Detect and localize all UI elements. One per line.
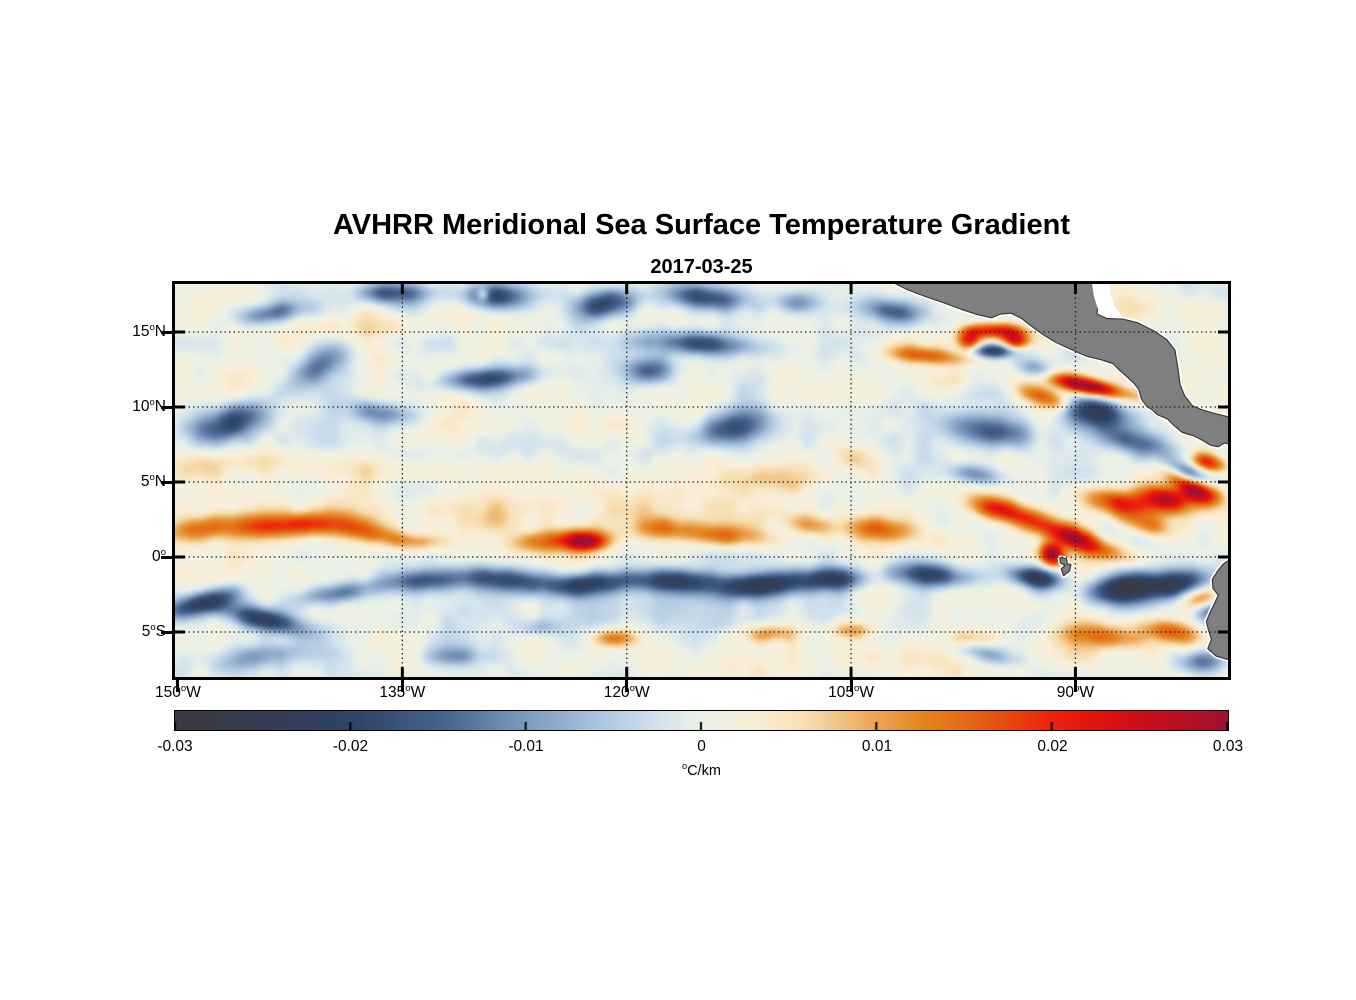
degree-sup: o (149, 471, 155, 483)
no-data-region (1092, 284, 1123, 317)
lat-tick-label: 5oS (88, 622, 166, 642)
lon-tick-deg: 90 (1056, 684, 1075, 701)
degree-sup: o (405, 682, 411, 694)
colorbar-tick-label: 0.03 (1212, 738, 1244, 755)
colorbar-tick-label: -0.01 (508, 738, 544, 755)
degree-sup: o (682, 761, 688, 772)
colorbar-unit-label: oC/km (175, 762, 1228, 780)
lat-tick-deg: 0 (152, 548, 161, 565)
lat-tick-label: 0o (88, 547, 166, 567)
colorbar-tick-label: -0.02 (332, 738, 369, 755)
lat-tick-deg: 10 (132, 398, 150, 415)
axis-tick (1218, 405, 1228, 409)
lon-tick-dir: W (410, 684, 426, 701)
lon-outer-tick (1073, 680, 1077, 692)
lon-outer-tick (849, 680, 853, 692)
lon-tick-deg: 120 (603, 684, 630, 701)
axis-tick (849, 667, 853, 677)
south_america-landmass (1205, 559, 1228, 661)
galapagos-landmass (1059, 557, 1072, 577)
lon-tick-deg: 150 (155, 684, 181, 701)
lon-outer-tick (400, 680, 404, 692)
colorbar-tick-label: 0.01 (861, 738, 893, 755)
colorbar (174, 710, 1229, 731)
lon-outer-tick (625, 680, 629, 692)
lon-tick-deg: 135 (379, 684, 406, 701)
lon-tick-label: 135oW (357, 683, 447, 703)
degree-sup: o (149, 396, 155, 408)
lon-tick-dir: W (1079, 684, 1095, 701)
lat-tick-deg: 15 (132, 323, 150, 340)
degree-sup: o (854, 682, 860, 694)
axis-tick (1218, 330, 1228, 334)
lat-tick-dir: N (155, 323, 166, 340)
lon-tick-label: 120oW (582, 683, 672, 703)
lat-tick-dir: N (155, 398, 166, 415)
colorbar-gradient-canvas (175, 711, 1228, 730)
sst-gradient-field-canvas (175, 284, 1228, 677)
axis-tick (175, 630, 185, 634)
degree-sup: o (149, 321, 155, 333)
lat-outer-tick (161, 630, 175, 634)
lon-tick-deg: 105 (828, 684, 854, 701)
lon-tick-label: 105oW (806, 683, 896, 703)
axis-tick (1218, 480, 1228, 484)
lat-outer-tick (161, 555, 175, 559)
map-frame (172, 281, 1231, 680)
lat-outer-tick (161, 480, 175, 484)
degree-sup: o (180, 682, 187, 694)
axis-tick (1073, 284, 1077, 294)
axis-tick (1073, 667, 1077, 677)
lat-outer-tick (161, 330, 175, 334)
lat-tick-label: 15oN (88, 322, 166, 342)
axis-tick (625, 667, 629, 677)
lat-tick-dir: S (156, 623, 166, 640)
axis-tick (1218, 630, 1228, 634)
lon-tick-label: 150oW (133, 683, 223, 703)
colorbar-tick-label: -0.03 (157, 738, 193, 755)
figure-title: AVHRR Meridional Sea Surface Temperature… (332, 209, 1070, 241)
lat-tick-dir: N (155, 473, 166, 490)
lon-tick-dir: W (186, 684, 201, 701)
colorbar-unit-text: C/km (687, 763, 721, 779)
lat-outer-tick (161, 405, 175, 409)
axis-tick (849, 284, 853, 294)
map-overlay (175, 284, 1228, 677)
colorbar-tick-label: 0.02 (1037, 738, 1068, 755)
lon-tick-dir: W (634, 684, 650, 701)
axis-tick (1218, 555, 1228, 559)
degree-sup: o (629, 682, 635, 694)
axis-tick (625, 284, 629, 294)
figure-subtitle: 2017-03-25 (650, 256, 753, 278)
axis-tick (175, 405, 185, 409)
axis-tick (175, 555, 185, 559)
central_america-landmass (894, 284, 1228, 448)
axis-tick (400, 667, 404, 677)
colorbar-tick-label: 0 (697, 738, 706, 755)
degree-sup: o (150, 621, 156, 633)
lat-tick-label: 10oN (88, 397, 166, 417)
axis-tick (175, 330, 185, 334)
lat-tick-label: 5oN (88, 472, 166, 492)
lon-outer-tick (176, 680, 180, 692)
lat-tick-deg: 5 (140, 473, 150, 490)
degree-sup: o (160, 546, 166, 558)
lon-tick-dir: W (859, 684, 874, 701)
lat-tick-deg: 5 (141, 623, 151, 640)
axis-tick (175, 480, 185, 484)
axis-tick (400, 284, 404, 294)
